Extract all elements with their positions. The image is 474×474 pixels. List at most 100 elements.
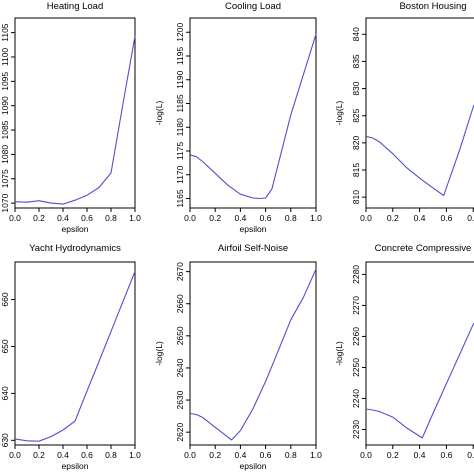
series-line <box>365 322 474 439</box>
series-line <box>14 271 136 442</box>
y-tick-label: 1170 <box>175 165 185 184</box>
x-tick-label: 0.4 <box>414 213 426 223</box>
y-tick-label: 1100 <box>0 48 10 67</box>
x-tick-label: 1.0 <box>310 213 322 223</box>
y-tick-label: 1075 <box>0 169 10 188</box>
y-tick-label: 2660 <box>175 294 185 313</box>
y-tick-label: 1180 <box>175 118 185 137</box>
y-tick-label: 1070 <box>0 193 10 212</box>
y-tick-label: 1085 <box>0 120 10 139</box>
x-tick-label: 0.2 <box>33 450 45 460</box>
y-tick-label: 825 <box>351 108 361 122</box>
y-axis-label: -log(L) <box>154 341 164 366</box>
x-tick-label: 0.8 <box>105 213 117 223</box>
y-tick-label: 810 <box>351 190 361 204</box>
y-tick-label: 2650 <box>175 326 185 345</box>
chart-panel-3: Boston Housing 0.0 0.2 0.4 0.6 0.8 810 815 820 82… <box>334 1 474 223</box>
series-line <box>365 104 474 197</box>
y-tick-label: 1095 <box>0 72 10 91</box>
y-tick-label: 2230 <box>351 420 361 439</box>
y-tick-label: 2260 <box>351 327 361 346</box>
x-tick-label: 0.8 <box>105 450 117 460</box>
x-axis-label: epsilon <box>62 224 89 234</box>
plot-frame <box>365 261 474 446</box>
x-tick-label: 0.8 <box>467 450 474 460</box>
x-tick-label: 0.4 <box>57 450 69 460</box>
x-axis-label: epsilon <box>240 224 267 234</box>
series-line <box>189 34 317 200</box>
y-axis-label: -log(L) <box>154 101 164 126</box>
x-tick-label: 0.6 <box>260 450 272 460</box>
y-tick-label: 1090 <box>0 96 10 115</box>
x-tick-label: 0.8 <box>285 213 297 223</box>
y-tick-label: 820 <box>351 135 361 149</box>
x-tick-label: 0.2 <box>387 450 399 460</box>
x-tick-label: 0.2 <box>33 213 45 223</box>
x-tick-label: 0.4 <box>414 450 426 460</box>
x-tick-label: 0.4 <box>234 450 246 460</box>
y-axis-label: -log(L) <box>334 101 344 126</box>
y-axis-label: -log(L) <box>334 341 344 366</box>
plot-frame <box>189 261 317 446</box>
x-tick-label: 0.4 <box>234 213 246 223</box>
x-tick-label: 0.6 <box>260 213 272 223</box>
chart-panel-6: Concrete Compressive Stre 0.0 0.2 0.4 0.6 0.8… <box>334 243 474 460</box>
chart-title: Concrete Compressive Stre <box>375 243 474 254</box>
x-tick-label: 0.0 <box>360 213 372 223</box>
y-tick-label: 2240 <box>351 389 361 408</box>
x-tick-label: 0.0 <box>360 450 372 460</box>
series-line <box>14 35 136 205</box>
y-tick-label: 830 <box>351 81 361 95</box>
chart-title: Cooling Load <box>225 1 281 12</box>
y-tick-label: 1195 <box>175 47 185 66</box>
y-tick-label: 1185 <box>175 94 185 113</box>
plot-frame <box>189 17 317 209</box>
y-tick-label: 1190 <box>175 70 185 89</box>
chart-title: Boston Housing <box>399 1 466 12</box>
y-tick-label: 2250 <box>351 358 361 377</box>
y-tick-label: 2270 <box>351 296 361 315</box>
x-tick-label: 0.0 <box>9 213 21 223</box>
x-tick-label: 0.6 <box>440 450 452 460</box>
x-tick-label: 1.0 <box>129 213 141 223</box>
x-axis-label: epsilon <box>240 461 267 471</box>
chart-panel-4: Yacht Hydrodynamics 0.0 0.2 0.4 0.6 0.8 1.0 630… <box>0 243 141 471</box>
y-tick-label: 1175 <box>175 142 185 161</box>
x-tick-label: 0.6 <box>440 213 452 223</box>
y-tick-label: 1105 <box>0 23 10 42</box>
chart-title: Yacht Hydrodynamics <box>29 243 121 254</box>
y-tick-label: 2280 <box>351 265 361 284</box>
y-tick-label: 815 <box>351 163 361 177</box>
x-tick-label: 0.8 <box>285 450 297 460</box>
x-tick-label: 0.4 <box>57 213 69 223</box>
x-tick-label: 1.0 <box>129 450 141 460</box>
x-tick-label: 0.0 <box>9 450 21 460</box>
y-tick-label: 2630 <box>175 390 185 409</box>
y-tick-label: 1080 <box>0 145 10 164</box>
x-tick-label: 0.2 <box>209 213 221 223</box>
x-tick-label: 0.6 <box>81 450 93 460</box>
y-tick-label: 840 <box>351 27 361 41</box>
y-tick-label: 835 <box>351 54 361 68</box>
plot-frame <box>14 17 136 209</box>
y-tick-label: 640 <box>0 386 10 400</box>
x-tick-label: 1.0 <box>310 450 322 460</box>
x-tick-label: 0.2 <box>209 450 221 460</box>
y-tick-label: 1200 <box>175 23 185 42</box>
chart-panel-1: Heating Load 0.0 0.2 0.4 0.6 0.8 1.0 1070 1075 10… <box>0 1 141 234</box>
x-tick-label: 0.6 <box>81 213 93 223</box>
plot-frame <box>365 17 474 209</box>
chart-panel-5: Airfoil Self-Noise 0.0 0.2 0.4 0.6 0.8 1.0 2620… <box>154 243 322 471</box>
y-tick-label: 660 <box>0 292 10 306</box>
plot-frame <box>14 261 136 446</box>
y-tick-label: 2620 <box>175 422 185 441</box>
x-tick-label: 0.8 <box>467 213 474 223</box>
y-tick-label: 2670 <box>175 262 185 281</box>
chart-title: Heating Load <box>47 1 104 12</box>
y-tick-label: 2640 <box>175 358 185 377</box>
y-tick-label: 630 <box>0 433 10 447</box>
chart-panel-2: Cooling Load 0.0 0.2 0.4 0.6 0.8 1.0 1165 1170 11… <box>154 1 322 234</box>
x-axis-label: epsilon <box>62 461 89 471</box>
y-tick-label: 650 <box>0 339 10 353</box>
